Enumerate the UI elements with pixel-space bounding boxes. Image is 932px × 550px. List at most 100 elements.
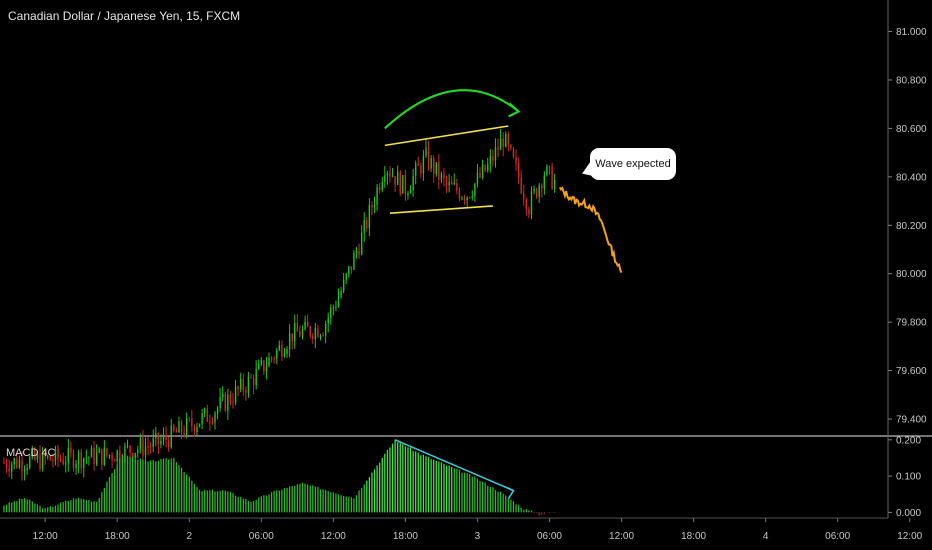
candle-body <box>273 358 275 360</box>
candle-body <box>445 178 448 186</box>
candle-body <box>548 166 551 168</box>
candle-body <box>11 464 13 472</box>
candle-body <box>219 397 221 409</box>
candle-body <box>155 433 157 439</box>
candle-body <box>355 251 358 254</box>
candle-body <box>394 176 396 185</box>
candle-body <box>535 188 538 198</box>
time-axis: 12:00 18:00 2 06:00 12:00 18:00 3 06:00 12:00 18:… <box>33 518 923 542</box>
candle-body <box>165 434 167 441</box>
candle-body <box>31 450 34 458</box>
candle-body <box>404 175 407 195</box>
candles <box>3 128 556 481</box>
candle-body <box>396 171 399 185</box>
drawings <box>384 89 521 214</box>
candle-body <box>129 445 131 453</box>
candle-body <box>438 162 440 180</box>
divergence-line <box>394 439 514 492</box>
candle-body <box>124 445 126 463</box>
candle-body <box>476 173 479 184</box>
candle-body <box>119 450 121 461</box>
candle-body <box>345 273 347 280</box>
price-tick-label: 80.200 <box>896 221 927 232</box>
candle-body <box>507 134 510 145</box>
candle-body <box>131 452 134 459</box>
candle-body <box>530 191 533 215</box>
candle-body <box>551 166 553 189</box>
candle-body <box>157 433 160 445</box>
candle-body <box>402 175 404 194</box>
candle-body <box>332 307 335 309</box>
divergence-arrow-head <box>504 485 515 500</box>
candle-body <box>144 446 147 456</box>
candle-body <box>335 306 337 308</box>
candle-body <box>515 157 517 163</box>
candle-body <box>227 394 229 411</box>
macd-tick-label: 0.000 <box>896 508 921 519</box>
candle-body <box>26 467 28 470</box>
time-tick-label: 12:00 <box>33 531 58 542</box>
candle-body <box>193 426 196 432</box>
candle-body <box>54 449 57 462</box>
candle-body <box>458 190 461 199</box>
candle-body <box>304 321 306 330</box>
curved-arrow-head <box>508 102 521 118</box>
candle-body <box>479 173 481 178</box>
candle-body <box>263 360 265 372</box>
candle-body <box>137 449 139 453</box>
candle-body <box>103 448 106 465</box>
candle-body <box>211 422 214 424</box>
candle-body <box>47 456 49 458</box>
candle-body <box>196 426 198 432</box>
candle-body <box>113 460 116 462</box>
candle-body <box>288 333 291 350</box>
candle-body <box>29 457 31 468</box>
candle-body <box>108 455 111 457</box>
candle-body <box>167 440 170 448</box>
candle-body <box>517 162 520 178</box>
candle-body <box>80 452 82 468</box>
channel-lower-line <box>389 205 493 214</box>
candle-body <box>414 163 417 176</box>
candle-body <box>191 418 193 427</box>
time-tick-label: 2 <box>186 531 192 542</box>
candle-body <box>376 187 378 205</box>
candle-body <box>276 350 278 359</box>
candle-body <box>85 457 88 459</box>
candle-body <box>499 138 502 151</box>
price-tick-label: 80.800 <box>896 75 927 86</box>
candle-body <box>240 378 242 390</box>
candle-body <box>57 449 59 459</box>
candle-body <box>206 408 208 422</box>
candle-body <box>224 393 226 411</box>
candle-body <box>265 366 268 372</box>
candle-body <box>296 322 299 332</box>
candle-body <box>268 357 270 367</box>
candle-body <box>327 317 329 324</box>
candle-body <box>306 321 309 327</box>
price-axis: 81.000 80.800 80.600 80.400 80.200 80.000 79.8… <box>888 27 927 426</box>
candle-body <box>494 147 497 161</box>
price-tick-label: 80.000 <box>896 269 927 280</box>
time-tick-label: 3 <box>475 531 481 542</box>
candle-body <box>234 386 237 403</box>
candle-body <box>13 458 15 465</box>
candle-body <box>435 162 437 174</box>
candle-body <box>505 134 507 147</box>
candle-body <box>21 460 23 472</box>
candle-body <box>88 457 90 459</box>
candle-body <box>487 164 489 171</box>
time-tick-label: 18:00 <box>681 531 706 542</box>
macd-tick-label: 0.200 <box>896 435 921 446</box>
candle-body <box>528 209 530 215</box>
candle-body <box>250 377 252 379</box>
candle-body <box>309 326 311 336</box>
candle-body <box>512 148 515 158</box>
candle-body <box>481 164 484 178</box>
candle-body <box>44 451 46 458</box>
candle-body <box>232 402 234 404</box>
time-tick-label: 12:00 <box>609 531 634 542</box>
candle-body <box>546 166 548 176</box>
candle-body <box>497 147 499 151</box>
